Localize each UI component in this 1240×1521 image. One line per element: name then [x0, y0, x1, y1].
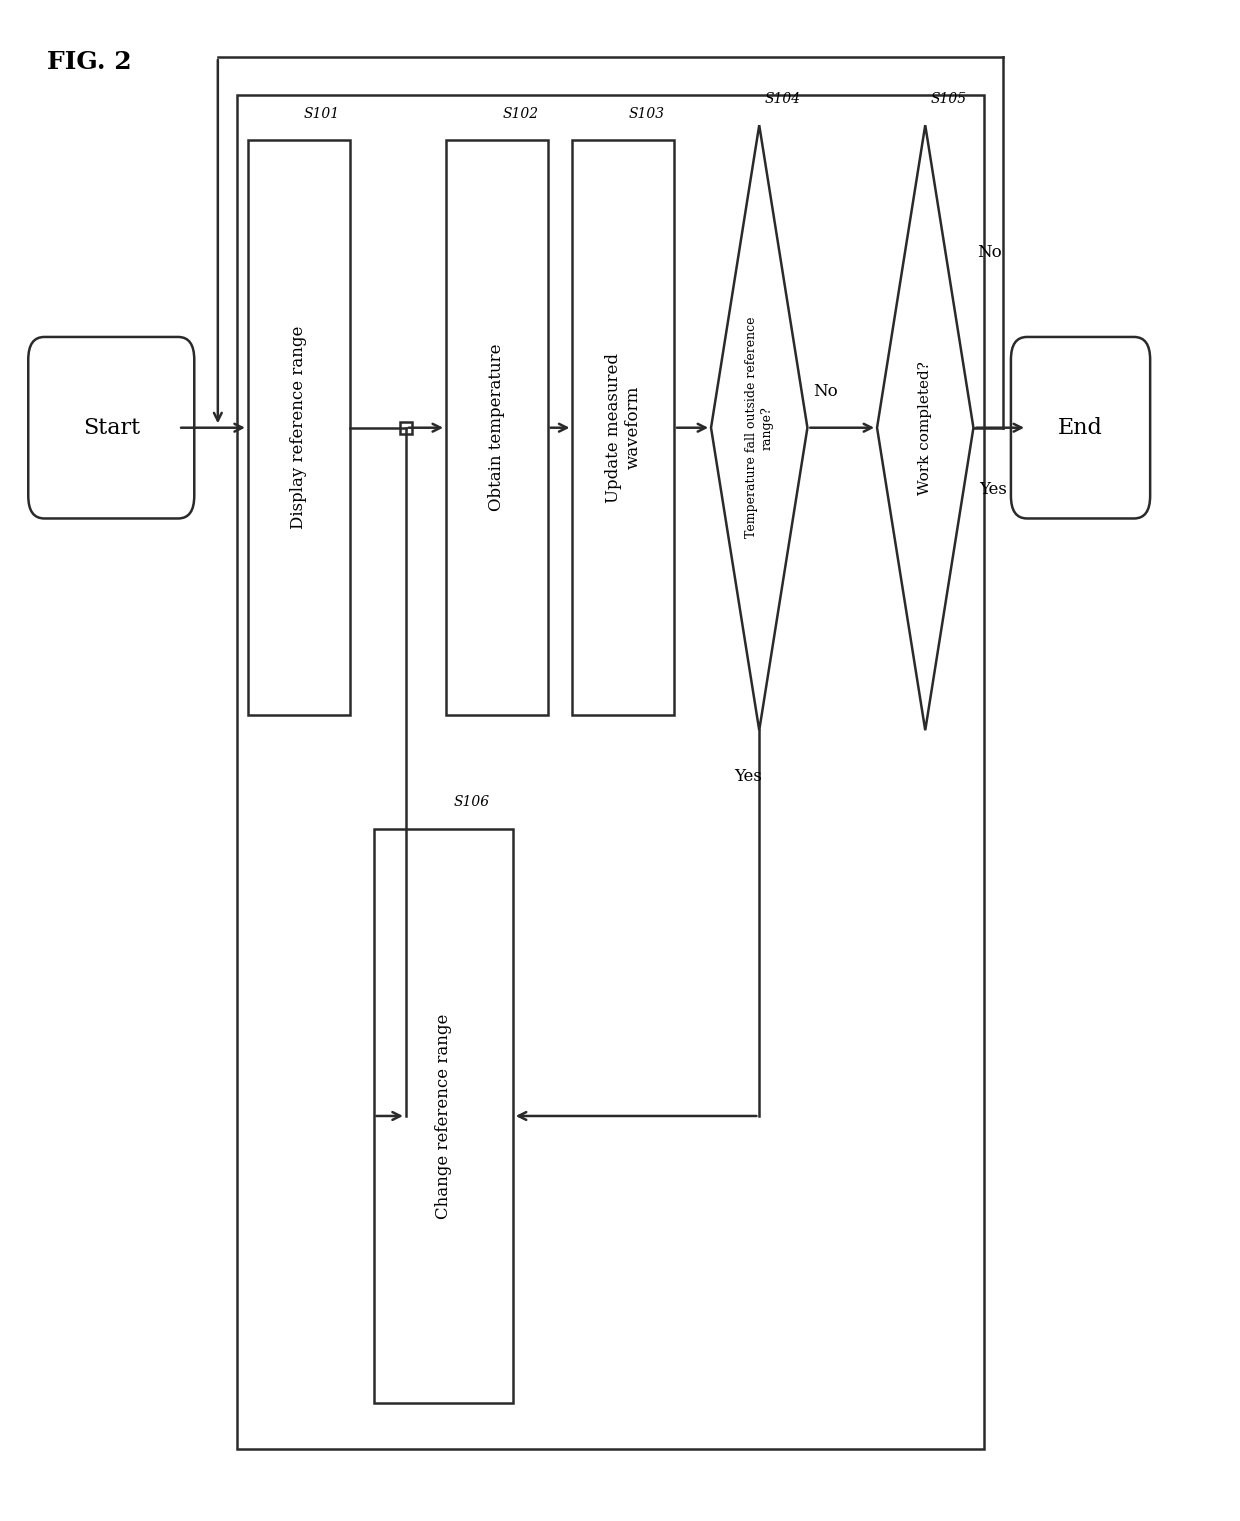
Text: Start: Start	[83, 417, 140, 438]
Text: Obtain temperature: Obtain temperature	[489, 344, 506, 511]
Bar	[573, 140, 675, 715]
Polygon shape	[877, 125, 973, 730]
Bar	[248, 140, 350, 715]
Text: Display reference range: Display reference range	[290, 325, 308, 529]
FancyBboxPatch shape	[1011, 338, 1151, 519]
Bar	[237, 94, 985, 1450]
FancyBboxPatch shape	[29, 338, 195, 519]
Text: No: No	[812, 383, 837, 400]
Text: Yes: Yes	[978, 481, 1007, 497]
Text: Temperature fall outside reference
range?: Temperature fall outside reference range…	[745, 316, 774, 538]
Text: S104: S104	[765, 91, 801, 105]
Text: S105: S105	[930, 91, 967, 105]
Text: No: No	[977, 245, 1002, 262]
Text: Work completed?: Work completed?	[919, 360, 932, 494]
Text: Yes: Yes	[734, 768, 763, 785]
Bar	[446, 140, 548, 715]
Text: S102: S102	[502, 106, 538, 120]
Text: End: End	[1058, 417, 1102, 438]
Bar	[373, 829, 513, 1404]
Text: Update measured
waveform: Update measured waveform	[605, 353, 641, 503]
Text: S103: S103	[629, 106, 665, 120]
Polygon shape	[711, 125, 807, 730]
Text: S106: S106	[454, 795, 490, 809]
Text: S101: S101	[304, 106, 340, 120]
Text: Change reference range: Change reference range	[435, 1013, 451, 1218]
Text: FIG. 2: FIG. 2	[47, 50, 131, 73]
